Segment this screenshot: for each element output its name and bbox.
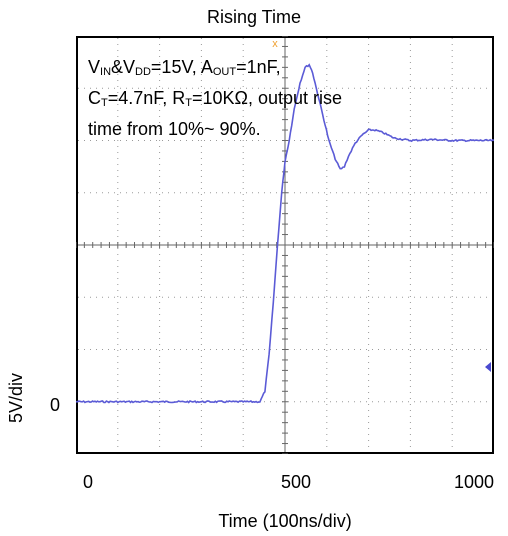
x-axis-label: Time (100ns/div) (218, 511, 352, 531)
x-tick-label-0: 0 (82, 472, 94, 492)
x-tick-label-500: 500 (280, 472, 312, 492)
scope-plot-area: x (76, 36, 494, 454)
trigger-marker-top: x (272, 38, 278, 50)
y-axis-label: 5V/div (6, 372, 26, 424)
svg-text:x: x (272, 38, 278, 50)
ground-level-marker (485, 362, 491, 372)
voltage-trace (76, 63, 494, 404)
center-axes (76, 36, 494, 454)
chart-title: Rising Time (206, 7, 302, 27)
annotation-line-2: CT=4.7nF, RT=10KΩ, output rise (88, 88, 343, 109)
test-condition-annotation: VIN&VDD=15V, AOUT=1nF, CT=4.7nF, RT=10KΩ… (88, 54, 342, 142)
annotation-line-1: VIN&VDD=15V, AOUT=1nF, (88, 57, 281, 78)
annotation-line-3: time from 10%~ 90%. (88, 119, 261, 139)
y-tick-label-zero: 0 (50, 395, 61, 415)
x-tick-label-1000: 1000 (453, 472, 495, 492)
